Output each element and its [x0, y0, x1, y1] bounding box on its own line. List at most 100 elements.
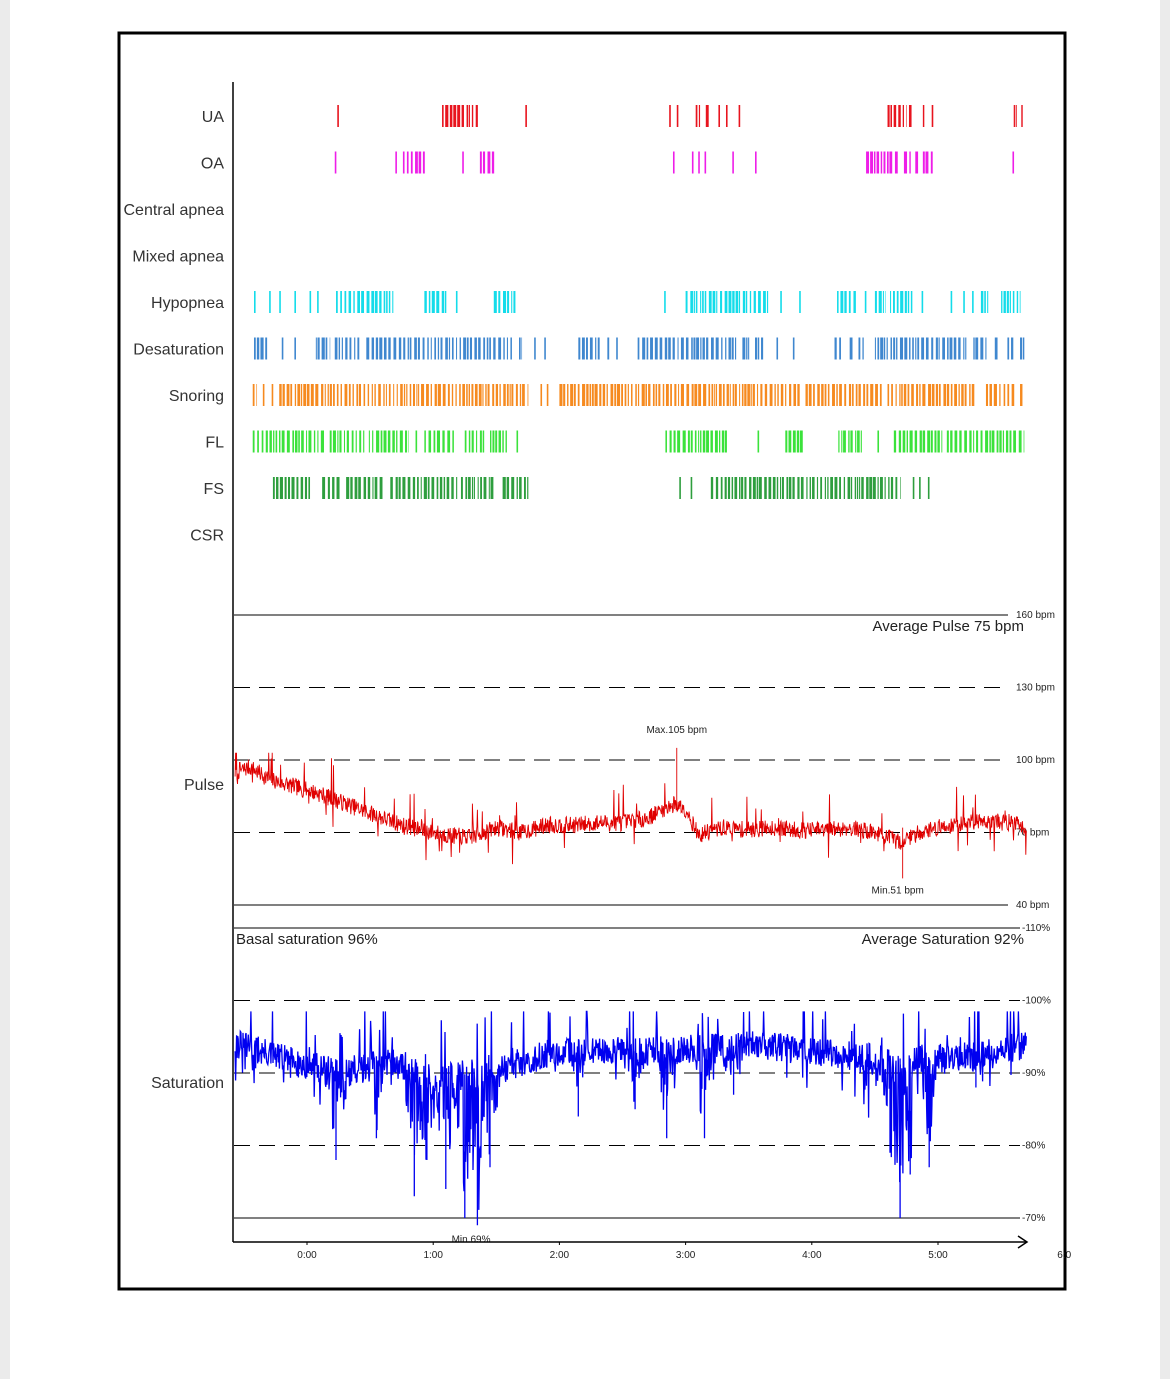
event-mark	[449, 105, 453, 127]
event-mark	[607, 337, 610, 360]
event-mark	[786, 477, 789, 499]
event-mark	[355, 430, 357, 453]
event-mark	[353, 291, 355, 313]
event-mark	[399, 430, 403, 453]
event-mark	[455, 291, 458, 313]
event-row	[253, 291, 1021, 313]
event-mark	[426, 384, 429, 406]
event-mark	[927, 477, 930, 499]
event-mark	[1015, 105, 1017, 127]
event-mark	[581, 337, 585, 360]
event-mark	[963, 291, 965, 313]
event-mark	[756, 477, 759, 499]
event-mark	[658, 384, 661, 406]
event-mark	[337, 430, 339, 453]
event-mark	[677, 337, 679, 360]
event-mark	[668, 337, 671, 360]
event-mark	[329, 384, 332, 406]
event-mark	[731, 477, 734, 499]
event-mark	[874, 291, 877, 313]
event-mark	[927, 430, 931, 453]
event-mark	[844, 291, 847, 313]
event-mark	[664, 337, 668, 360]
event-mark	[690, 430, 693, 453]
event-mark	[378, 384, 381, 406]
event-mark	[779, 477, 782, 499]
event-mark	[635, 384, 637, 406]
event-mark	[850, 477, 853, 499]
event-mark	[473, 477, 475, 499]
event-mark	[383, 291, 386, 313]
event-mark	[521, 337, 523, 360]
event-mark	[356, 384, 359, 406]
event-mark	[478, 337, 481, 360]
event-mark	[844, 384, 847, 406]
event-mark	[363, 430, 365, 453]
event-mark	[436, 291, 440, 313]
event-mark	[858, 384, 861, 406]
event-mark	[269, 430, 272, 453]
event-mark	[861, 477, 864, 499]
event-mark	[383, 337, 387, 360]
event-mark	[922, 384, 926, 406]
event-mark	[357, 291, 360, 313]
event-mark	[300, 384, 303, 406]
pulse-tick-label: 70 bpm	[1016, 828, 1049, 839]
event-mark	[502, 291, 507, 313]
event-mark	[1021, 105, 1023, 127]
event-mark	[888, 477, 890, 499]
event-mark	[453, 105, 457, 127]
event-mark	[934, 430, 937, 453]
saturation-panel: -110% -100% -90% -80% -70% Saturation Basal sa…	[151, 923, 1051, 1245]
event-mark	[853, 291, 856, 313]
event-mark	[321, 337, 325, 360]
event-mark	[460, 477, 463, 499]
event-mark	[269, 291, 271, 313]
event-mark	[950, 291, 953, 313]
event-mark	[371, 337, 375, 360]
event-mark	[276, 477, 279, 499]
event-mark	[728, 337, 731, 360]
event-mark	[710, 430, 713, 453]
event-mark	[958, 384, 960, 406]
event-mark	[506, 337, 509, 360]
event-mark	[1007, 384, 1010, 406]
event-mark	[728, 291, 732, 313]
event-mark	[637, 384, 640, 406]
event-mark	[427, 337, 429, 360]
event-mark	[253, 337, 256, 360]
event-mark	[732, 291, 735, 313]
event-mark	[457, 105, 461, 127]
pulse-tick-label: 40 bpm	[1016, 900, 1049, 911]
event-mark	[383, 430, 387, 453]
event-mark	[724, 477, 727, 499]
event-mark	[346, 430, 349, 453]
event-mark	[294, 291, 296, 313]
event-mark	[714, 384, 716, 406]
event-mark	[763, 291, 766, 313]
event-mark	[308, 430, 312, 453]
event-mark	[483, 477, 487, 499]
event-mark	[398, 477, 401, 499]
event-mark	[854, 477, 857, 499]
event-mark	[1023, 430, 1025, 453]
event-mark	[295, 430, 298, 453]
event-mark	[1005, 430, 1009, 453]
event-mark	[471, 105, 474, 127]
event-mark	[980, 291, 984, 313]
event-mark	[768, 477, 772, 499]
x-tick-label: 3:00	[676, 1250, 696, 1261]
event-mark	[480, 477, 483, 499]
event-mark	[687, 430, 690, 453]
event-mark	[333, 384, 335, 406]
event-mark	[893, 291, 895, 313]
event-mark	[922, 430, 926, 453]
event-mark	[407, 337, 409, 360]
event-mark	[503, 384, 506, 406]
event-mark	[430, 337, 432, 360]
event-mark	[339, 430, 342, 453]
event-mark	[1012, 151, 1015, 174]
event-mark	[670, 384, 672, 406]
event-mark	[1012, 291, 1015, 313]
event-mark	[964, 430, 967, 453]
